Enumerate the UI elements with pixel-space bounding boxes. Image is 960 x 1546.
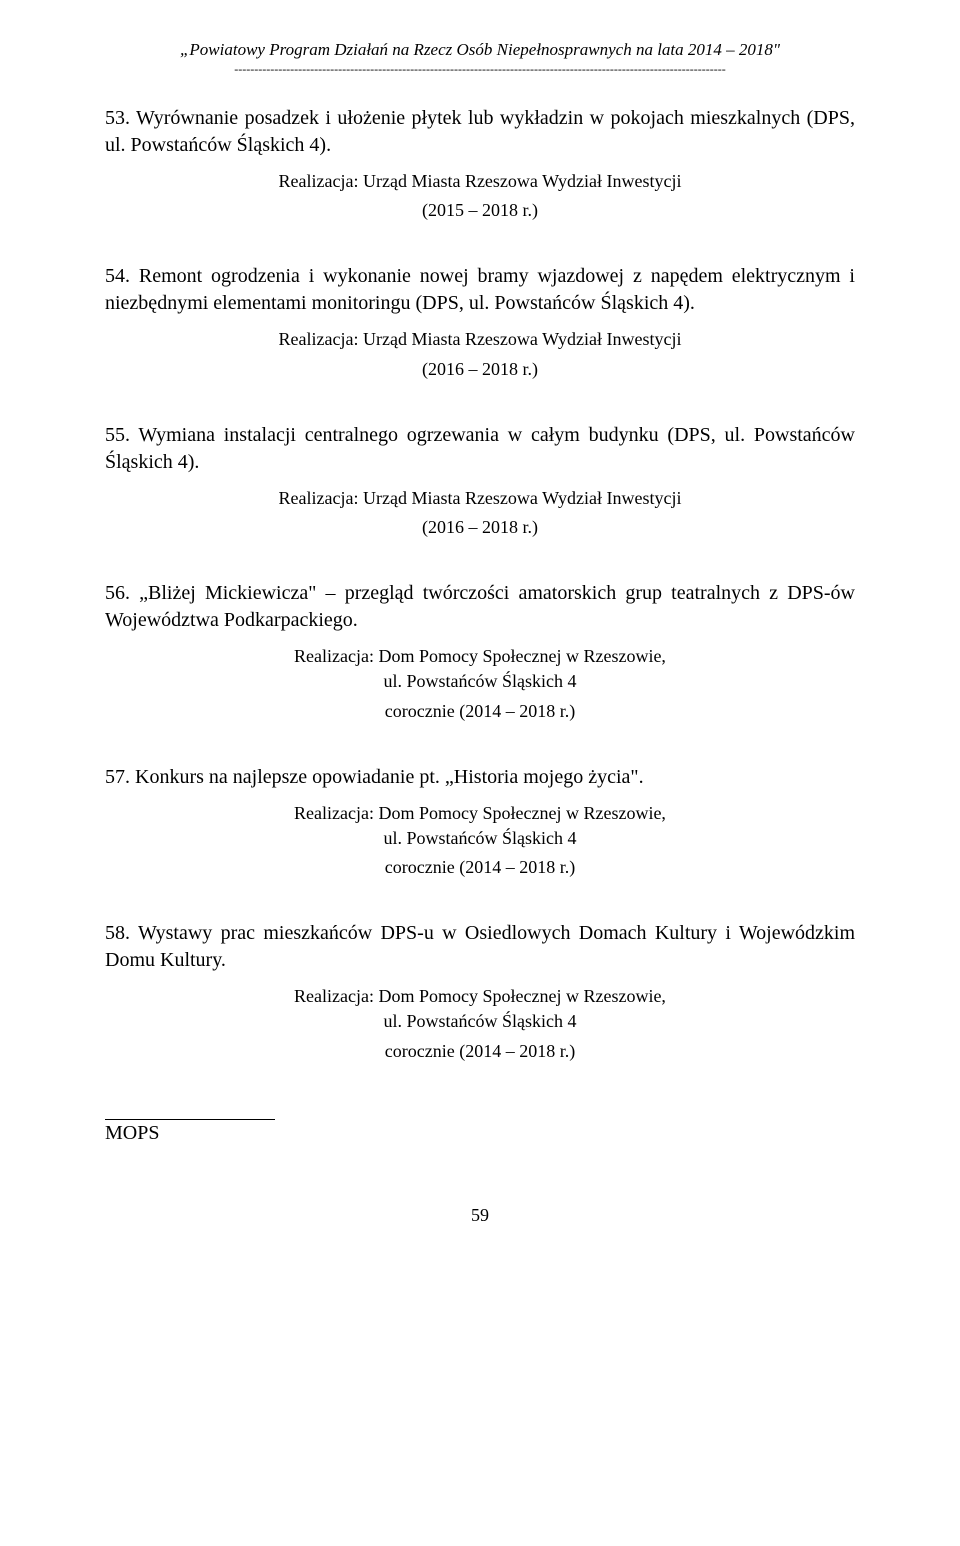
item-57: 57. Konkurs na najlepsze opowiadanie pt.…: [105, 764, 855, 881]
item-date: corocznie (2014 – 2018 r.): [105, 855, 855, 880]
item-text: 58. Wystawy prac mieszkańców DPS-u w Osi…: [105, 920, 855, 974]
header-separator: ----------------------------------------…: [105, 62, 855, 77]
footer-divider: [105, 1119, 275, 1120]
footer: MOPS: [105, 1119, 855, 1145]
item-text: 56. „Bliżej Mickiewicza" – przegląd twór…: [105, 580, 855, 634]
item-realizacja: Realizacja: Urząd Miasta Rzeszowa Wydzia…: [105, 327, 855, 352]
item-56: 56. „Bliżej Mickiewicza" – przegląd twór…: [105, 580, 855, 724]
item-date: corocznie (2014 – 2018 r.): [105, 699, 855, 724]
item-text: 53. Wyrównanie posadzek i ułożenie płyte…: [105, 105, 855, 159]
content: 53. Wyrównanie posadzek i ułożenie płyte…: [105, 105, 855, 1064]
header-title: „Powiatowy Program Działań na Rzecz Osób…: [105, 40, 855, 60]
item-text: 57. Konkurs na najlepsze opowiadanie pt.…: [105, 764, 855, 791]
item-realizacja: Realizacja: Dom Pomocy Społecznej w Rzes…: [105, 984, 855, 1009]
item-addr: ul. Powstańców Śląskich 4: [105, 826, 855, 851]
item-58: 58. Wystawy prac mieszkańców DPS-u w Osi…: [105, 920, 855, 1064]
page-number: 59: [105, 1205, 855, 1226]
item-date: corocznie (2014 – 2018 r.): [105, 1039, 855, 1064]
item-date: (2015 – 2018 r.): [105, 198, 855, 223]
item-text: 54. Remont ogrodzenia i wykonanie nowej …: [105, 263, 855, 317]
item-addr: ul. Powstańców Śląskich 4: [105, 669, 855, 694]
item-date: (2016 – 2018 r.): [105, 515, 855, 540]
item-realizacja: Realizacja: Urząd Miasta Rzeszowa Wydzia…: [105, 486, 855, 511]
footer-text: MOPS: [105, 1122, 855, 1145]
item-date: (2016 – 2018 r.): [105, 357, 855, 382]
item-55: 55. Wymiana instalacji centralnego ogrze…: [105, 422, 855, 540]
item-realizacja: Realizacja: Dom Pomocy Społecznej w Rzes…: [105, 801, 855, 826]
item-realizacja: Realizacja: Urząd Miasta Rzeszowa Wydzia…: [105, 169, 855, 194]
item-53: 53. Wyrównanie posadzek i ułożenie płyte…: [105, 105, 855, 223]
item-realizacja: Realizacja: Dom Pomocy Społecznej w Rzes…: [105, 644, 855, 669]
item-addr: ul. Powstańców Śląskich 4: [105, 1009, 855, 1034]
page-header: „Powiatowy Program Działań na Rzecz Osób…: [105, 40, 855, 77]
item-text: 55. Wymiana instalacji centralnego ogrze…: [105, 422, 855, 476]
item-54: 54. Remont ogrodzenia i wykonanie nowej …: [105, 263, 855, 381]
